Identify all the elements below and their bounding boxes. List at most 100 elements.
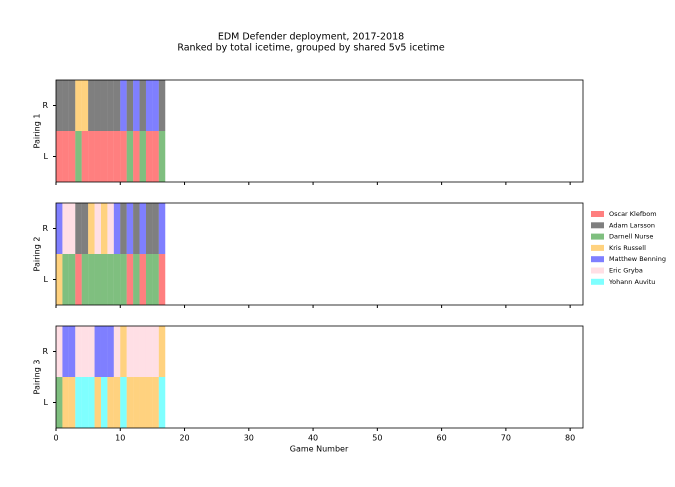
- segment: [81, 80, 89, 131]
- x-tick-label: 40: [308, 434, 318, 443]
- segment: [94, 80, 101, 131]
- segment: [120, 377, 127, 428]
- segment: [94, 203, 101, 254]
- segment: [88, 80, 95, 131]
- chart-title: EDM Defender deployment, 2017-2018: [218, 32, 404, 43]
- segment: [139, 326, 146, 377]
- segment: [56, 203, 63, 254]
- segment: [75, 254, 82, 305]
- segment: [68, 254, 76, 305]
- segment: [88, 203, 95, 254]
- segment: [100, 131, 108, 182]
- segment: [126, 80, 134, 131]
- segment: [88, 131, 95, 182]
- segment: [145, 131, 153, 182]
- segment: [56, 377, 63, 428]
- segment: [152, 254, 159, 305]
- segment: [158, 131, 166, 182]
- segment: [133, 326, 140, 377]
- segment: [139, 203, 146, 254]
- segment: [100, 377, 108, 428]
- segment: [120, 326, 127, 377]
- segment: [113, 377, 121, 428]
- segment: [113, 326, 121, 377]
- segment: [113, 131, 121, 182]
- segment: [88, 254, 95, 305]
- segment: [88, 326, 95, 377]
- legend-label: Darnell Nurse: [609, 233, 653, 241]
- segment: [56, 326, 63, 377]
- segment: [158, 254, 166, 305]
- segment: [94, 131, 101, 182]
- segment: [139, 131, 146, 182]
- segment: [94, 377, 101, 428]
- segment: [126, 254, 134, 305]
- legend-label: Matthew Benning: [609, 255, 666, 263]
- segment: [94, 326, 101, 377]
- segment: [152, 326, 159, 377]
- legend-swatch: [591, 244, 604, 251]
- y-tick-label: L: [44, 275, 49, 284]
- segment: [126, 203, 134, 254]
- panel-frame: [55, 202, 584, 306]
- y-tick-label: L: [44, 152, 49, 161]
- segment: [145, 254, 153, 305]
- segment: [158, 377, 166, 428]
- segment: [100, 80, 108, 131]
- segment: [107, 326, 114, 377]
- x-tick-label: 0: [53, 434, 58, 443]
- y-axis-label: Pairing 2: [33, 237, 42, 272]
- segment: [75, 131, 82, 182]
- segment: [100, 254, 108, 305]
- segment: [62, 254, 69, 305]
- x-axis-label: Game Number: [290, 445, 349, 454]
- segment: [62, 131, 69, 182]
- legend-swatch: [591, 211, 604, 217]
- segment: [126, 326, 134, 377]
- x-tick-label: 30: [244, 434, 254, 443]
- segment: [94, 254, 101, 305]
- segment: [152, 131, 159, 182]
- segment: [68, 326, 76, 377]
- segment: [139, 80, 146, 131]
- segment: [120, 203, 127, 254]
- segment: [113, 254, 121, 305]
- chart-subtitle: Ranked by total icetime, grouped by shar…: [177, 43, 445, 54]
- x-tick-label: 70: [501, 434, 511, 443]
- segment: [145, 377, 153, 428]
- segment: [75, 326, 82, 377]
- segment: [133, 80, 140, 131]
- segment: [139, 254, 146, 305]
- segment: [107, 80, 114, 131]
- segment: [120, 131, 127, 182]
- x-tick-label: 80: [565, 434, 575, 443]
- segment: [126, 377, 134, 428]
- segment: [133, 377, 140, 428]
- legend-swatch: [591, 278, 604, 285]
- y-tick-label: R: [42, 101, 48, 110]
- segment: [100, 203, 108, 254]
- segment: [81, 377, 89, 428]
- panel-frame: [55, 325, 584, 429]
- segment: [158, 326, 166, 377]
- segment: [113, 80, 121, 131]
- segment: [100, 326, 108, 377]
- segment: [107, 203, 114, 254]
- legend-label: Oscar Klefbom: [609, 210, 657, 218]
- segment: [152, 80, 159, 131]
- segment: [120, 80, 127, 131]
- y-tick-label: R: [42, 224, 48, 233]
- segment: [107, 377, 114, 428]
- y-axis-label: Pairing 3: [33, 360, 42, 395]
- segment: [145, 203, 153, 254]
- legend-label: Kris Russell: [609, 244, 646, 252]
- segment: [145, 80, 153, 131]
- segment: [56, 80, 63, 131]
- panel-frame: [55, 79, 584, 183]
- legend-label: Eric Gryba: [609, 267, 643, 275]
- legend-swatch: [591, 256, 604, 263]
- segment: [133, 254, 140, 305]
- segment: [158, 203, 166, 254]
- segment: [126, 131, 134, 182]
- x-tick-label: 50: [372, 434, 382, 443]
